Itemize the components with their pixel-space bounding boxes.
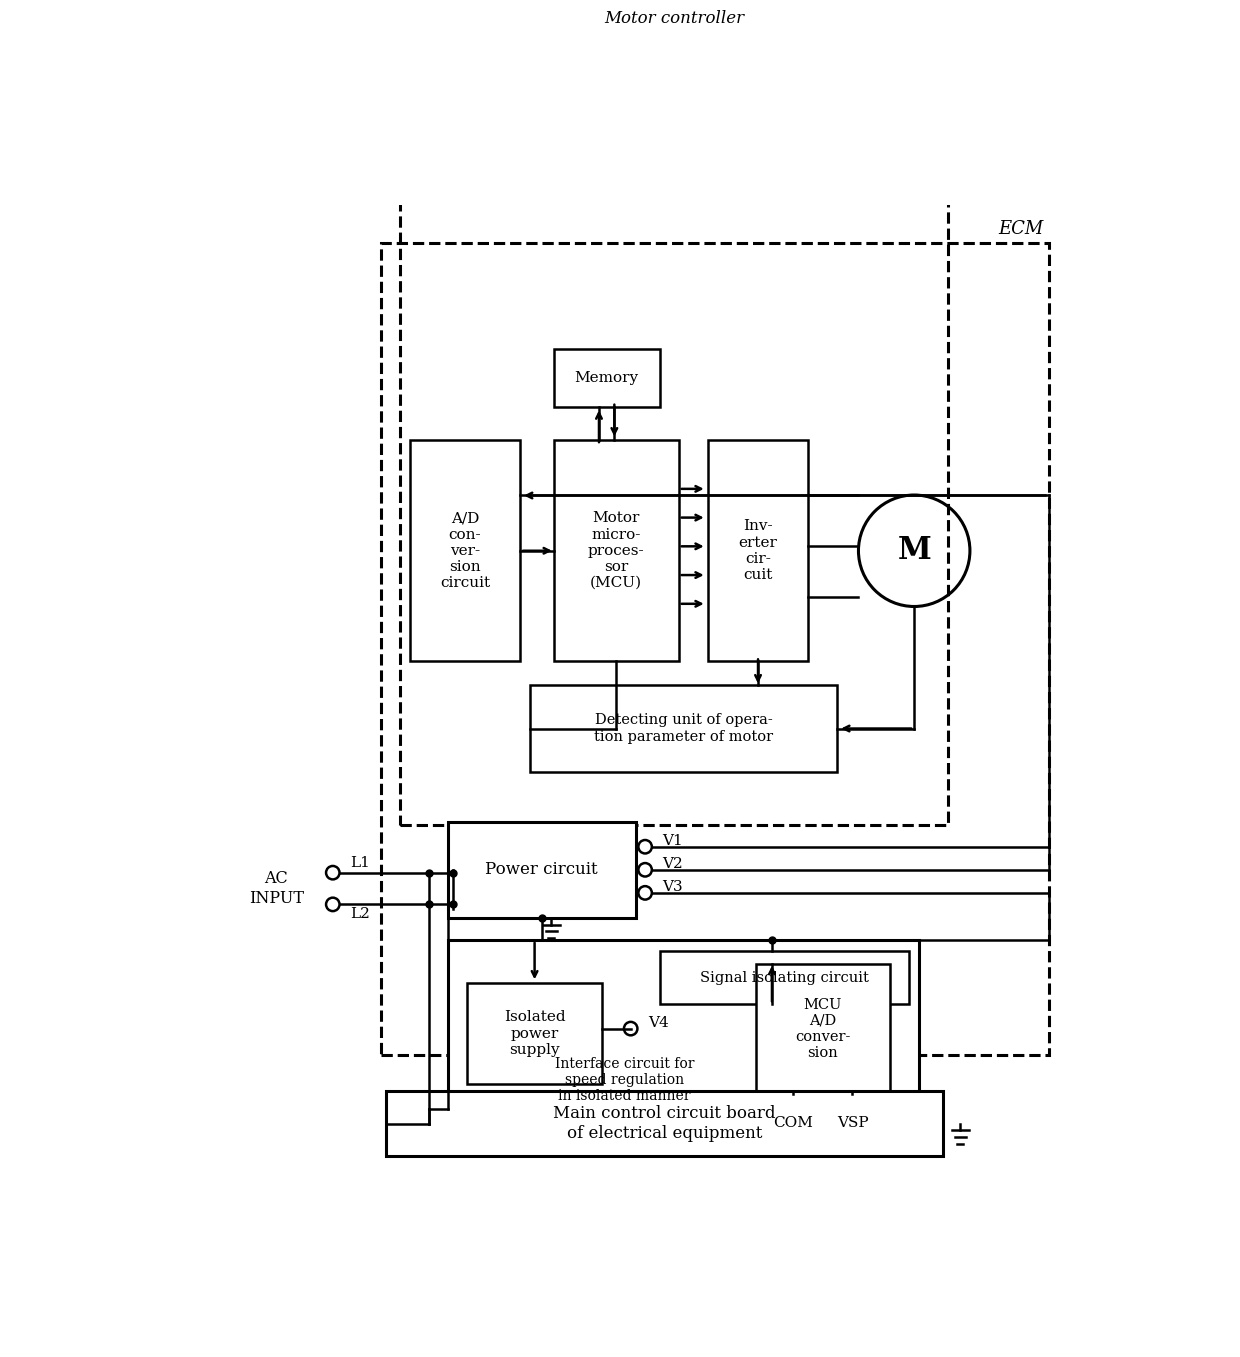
Bar <box>467 984 601 1084</box>
Bar <box>386 1091 942 1156</box>
Text: Inv-
erter
cir-
cuit: Inv- erter cir- cuit <box>739 520 777 582</box>
Text: A/D
con-
ver-
sion
circuit: A/D con- ver- sion circuit <box>440 512 490 590</box>
Bar <box>401 31 947 825</box>
Bar <box>554 349 660 407</box>
Text: ECM: ECM <box>998 220 1044 239</box>
Text: Interface circuit for
speed regulation
in isolated manner: Interface circuit for speed regulation i… <box>556 1057 694 1103</box>
Bar <box>529 685 837 772</box>
Text: Power circuit: Power circuit <box>486 862 598 878</box>
Text: Memory: Memory <box>574 370 639 385</box>
Text: AC
INPUT: AC INPUT <box>249 870 304 906</box>
Bar <box>755 963 890 1094</box>
Text: Main control circuit board
of electrical equipment: Main control circuit board of electrical… <box>553 1105 775 1141</box>
Text: L2: L2 <box>350 906 370 921</box>
Text: VSP: VSP <box>837 1115 868 1130</box>
Text: Signal isolating circuit: Signal isolating circuit <box>701 970 869 985</box>
Text: M: M <box>898 535 931 566</box>
Text: V3: V3 <box>662 881 683 894</box>
Bar <box>381 243 1049 1056</box>
Text: MCU
A/D
conver-
sion: MCU A/D conver- sion <box>795 997 851 1060</box>
Text: V2: V2 <box>662 858 683 871</box>
Text: Motor controller: Motor controller <box>604 9 744 27</box>
Bar <box>448 940 919 1109</box>
Text: COM: COM <box>774 1115 813 1130</box>
Bar <box>708 440 808 661</box>
Text: V4: V4 <box>649 1016 668 1030</box>
Text: Isolated
power
supply: Isolated power supply <box>503 1011 565 1057</box>
Bar <box>409 440 521 661</box>
Bar <box>554 440 678 661</box>
Text: L1: L1 <box>350 856 370 870</box>
Bar <box>448 822 635 917</box>
Text: V1: V1 <box>662 835 683 848</box>
Bar <box>660 951 909 1004</box>
Text: Detecting unit of opera-
tion parameter of motor: Detecting unit of opera- tion parameter … <box>594 714 773 744</box>
Text: Motor
micro-
proces-
sor
(MCU): Motor micro- proces- sor (MCU) <box>588 512 645 590</box>
